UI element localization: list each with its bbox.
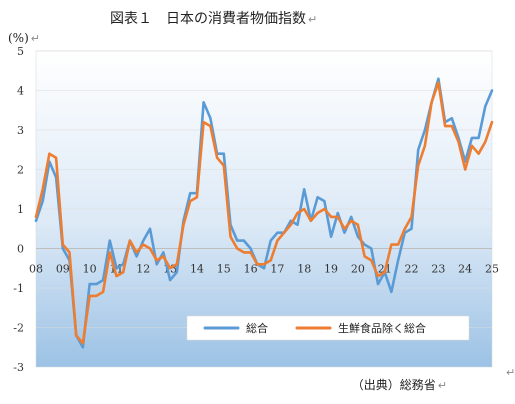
x-tick-label: 12 bbox=[136, 263, 150, 276]
source-note: （出典）総務省 ↵ bbox=[352, 376, 447, 393]
x-tick-label: 23 bbox=[431, 263, 445, 276]
y-tick-label: 1 bbox=[17, 203, 24, 216]
x-tick-label: 24 bbox=[458, 263, 472, 276]
paragraph-mark-icon: ↵ bbox=[308, 13, 318, 26]
x-tick-label: 25 bbox=[485, 263, 499, 276]
document-title: 図表１ 日本の消費者物価指数 ↵ bbox=[110, 8, 317, 28]
document-title-text: 図表１ 日本の消費者物価指数 bbox=[110, 11, 306, 27]
y-tick-label: 0 bbox=[17, 243, 24, 256]
x-tick-label: 14 bbox=[190, 263, 204, 276]
x-axis-ticks: 08 09 10 11 12 13 14 15 16 17 18 19 20 21 22 23 24 25 bbox=[29, 263, 499, 276]
x-tick-label: 22 bbox=[405, 263, 419, 276]
x-tick-label: 19 bbox=[324, 263, 338, 276]
legend: 総合 生鮮食品除く総合 bbox=[186, 315, 470, 341]
x-tick-label: 16 bbox=[244, 263, 258, 276]
paragraph-mark-icon: ↵ bbox=[30, 32, 40, 45]
source-note-text: （出典）総務省 bbox=[351, 378, 436, 392]
y-axis-ticks: -3 -2 -1 0 1 2 3 4 5 bbox=[13, 45, 24, 374]
paragraph-mark-icon: ↵ bbox=[437, 379, 447, 392]
paragraph-mark-icon: ↵ bbox=[506, 366, 515, 379]
x-tick-label: 20 bbox=[351, 263, 365, 276]
series-lines bbox=[34, 77, 494, 349]
y-axis-unit-label: (%) ↵ bbox=[8, 31, 40, 45]
y-tick-label: 5 bbox=[17, 45, 24, 58]
y-axis-unit-text: (%) bbox=[8, 31, 29, 45]
x-tick-label: 09 bbox=[56, 263, 70, 276]
series-line-core bbox=[34, 81, 494, 345]
legend-label-overall: 総合 bbox=[246, 321, 268, 335]
x-tick-label: 15 bbox=[217, 263, 231, 276]
x-tick-label: 10 bbox=[83, 263, 97, 276]
legend-label-core: 生鮮食品除く総合 bbox=[338, 321, 426, 335]
y-tick-label: -3 bbox=[13, 361, 24, 374]
y-tick-label: 4 bbox=[17, 85, 24, 98]
y-tick-label: -2 bbox=[13, 322, 24, 335]
x-tick-label: 17 bbox=[270, 263, 284, 276]
y-tick-label: 3 bbox=[17, 124, 24, 137]
y-tick-label: -1 bbox=[13, 282, 24, 295]
x-tick-label: 08 bbox=[29, 263, 43, 276]
y-tick-label: 2 bbox=[17, 164, 24, 177]
x-tick-label: 18 bbox=[297, 263, 311, 276]
